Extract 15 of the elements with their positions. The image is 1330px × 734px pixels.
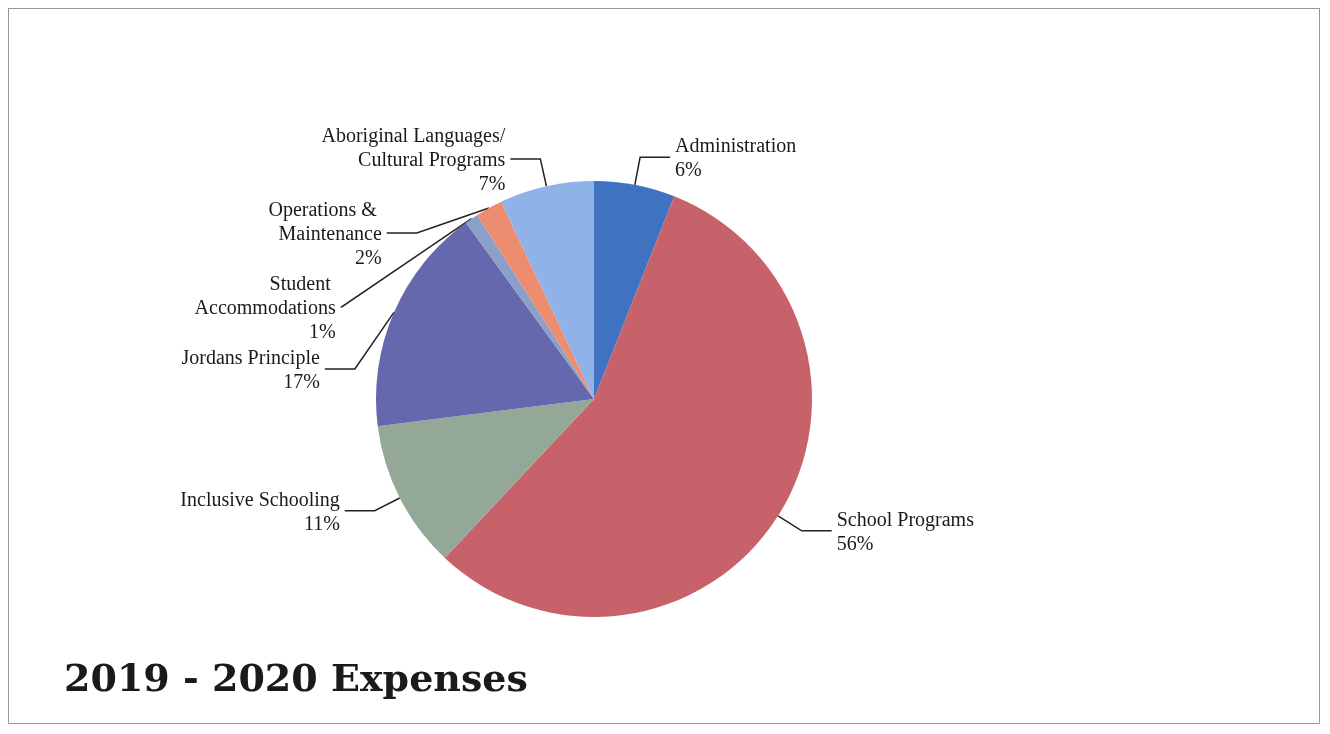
text: 2019 - 2020 Expenses [64,654,528,700]
slice-label: Operations & Maintenance [268,197,382,244]
data-label: 11% [303,511,340,534]
data-label: 6% [675,158,702,181]
slice-label: School Programs [836,507,975,531]
slice-label: Jordans Principle [181,345,320,369]
data-label: 56% [836,531,874,554]
slice-label: Inclusive Schooling [180,487,340,511]
data-label: 17% [283,369,320,392]
slice-label: Student Accommodations [194,271,336,318]
data-label: 1% [309,319,336,342]
data-label: 7% [478,171,506,194]
data-label: 2% [355,245,382,268]
slice-label: Administration [675,134,797,157]
slice-label: Aboriginal Languages/Cultural Programs [321,123,506,171]
